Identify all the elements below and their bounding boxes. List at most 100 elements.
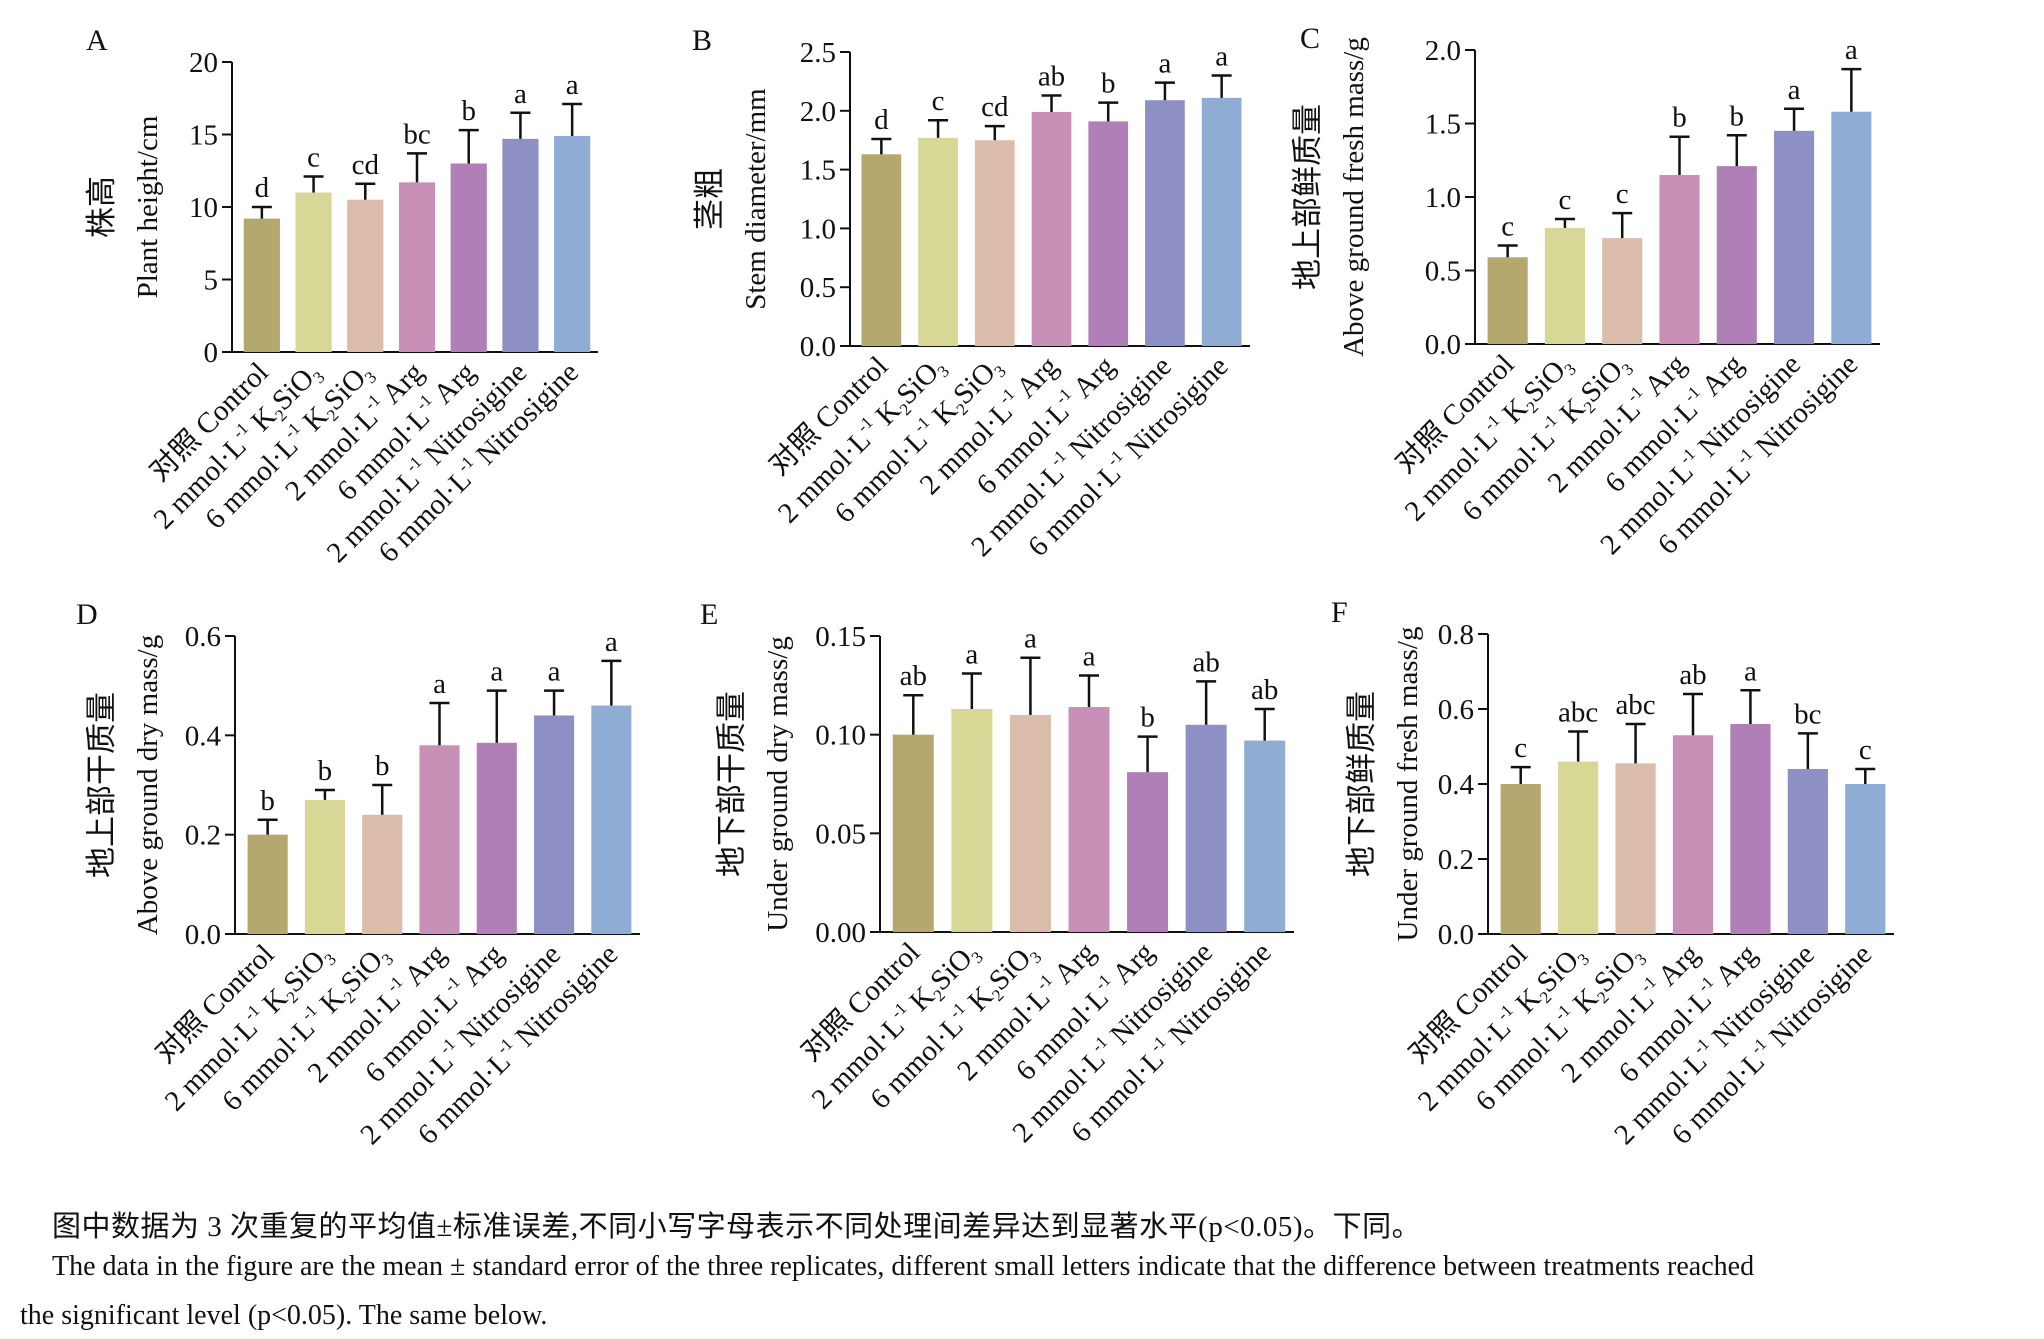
bar: [450, 163, 487, 352]
caption-english-line-1: The data in the figure are the mean ± st…: [52, 1251, 1755, 1282]
significance-letter: a: [1744, 655, 1757, 687]
panel-letter: E: [700, 598, 718, 631]
y-tick-label: 0.6: [1438, 694, 1474, 726]
caption-chinese: 图中数据为 3 次重复的平均值±标准误差,不同小写字母表示不同处理间差异达到显著…: [52, 1211, 1422, 1243]
bar: [1615, 763, 1656, 934]
y-tick-label: 0: [204, 337, 219, 369]
significance-letter: c: [1501, 211, 1514, 243]
y-tick-label: 0.10: [815, 720, 866, 752]
significance-letter: a: [1215, 41, 1228, 73]
y-tick-label: 5: [204, 265, 219, 297]
y-tick-label: 20: [189, 47, 218, 79]
significance-letter: a: [965, 638, 978, 670]
y-tick-label: 0.5: [1425, 256, 1461, 288]
panel-e: E 地下部干质量 Under ground dry mass/g 0.00 0.05 0.…: [700, 598, 1294, 1149]
y-tick-label: 0.0: [1425, 329, 1461, 361]
significance-letter: b: [260, 785, 275, 817]
bar: [1201, 97, 1242, 346]
y-tick-label: 0.4: [1438, 769, 1475, 801]
bar: [247, 834, 288, 934]
y-tick-label: 15: [189, 120, 218, 152]
y-axis-label-chinese: 地下部干质量: [714, 691, 750, 877]
bar: [1009, 714, 1051, 932]
bar: [304, 799, 345, 934]
y-tick-label: 0.2: [185, 820, 221, 852]
y-tick-label: 0.8: [1438, 619, 1474, 651]
bar: [1031, 111, 1072, 346]
bar: [419, 745, 460, 934]
bar: [1500, 784, 1541, 934]
significance-letter: a: [1024, 623, 1037, 655]
significance-letter: c: [1859, 734, 1872, 766]
significance-letter: a: [566, 69, 579, 101]
bar: [1185, 724, 1227, 932]
significance-letter: b: [318, 755, 333, 787]
bar: [1244, 740, 1286, 932]
y-tick-label: 10: [189, 192, 218, 224]
y-tick-label: 0.00: [815, 917, 866, 949]
significance-letter: b: [1101, 68, 1116, 100]
significance-letter: a: [1158, 48, 1171, 80]
bar: [295, 192, 332, 352]
significance-letter: c: [1514, 732, 1527, 764]
y-axis-label-chinese: 株高: [84, 176, 120, 238]
y-axis-label-english: Stem diameter/mm: [740, 88, 772, 310]
y-tick-label: 1.5: [800, 155, 836, 187]
significance-letter: a: [1788, 74, 1801, 106]
bar: [398, 182, 436, 352]
bar: [1774, 130, 1815, 344]
y-tick-label: 0.4: [185, 720, 222, 752]
bar: [347, 199, 384, 352]
bar: [1068, 707, 1110, 932]
significance-letter: a: [514, 78, 527, 110]
bar: [1845, 784, 1886, 934]
bar: [1544, 227, 1585, 344]
significance-letter: c: [932, 85, 945, 117]
bar: [1145, 100, 1185, 346]
significance-letter: a: [433, 668, 446, 700]
y-tick-label: 0.0: [800, 331, 836, 363]
y-axis-label-english: Under ground dry mass/g: [762, 636, 794, 932]
y-tick-label: 1.0: [800, 213, 836, 245]
y-axis-label-chinese: 地上部干质量: [84, 692, 120, 878]
y-tick-label: 1.0: [1425, 182, 1461, 214]
bar: [1730, 724, 1771, 934]
significance-letter: c: [1558, 184, 1571, 216]
bar: [476, 742, 517, 934]
panel-f: F 地下部鲜质量 Under ground fresh mass/g 0.0 0.2 0.…: [1331, 596, 1894, 1151]
bar: [1787, 769, 1828, 934]
significance-letter: cd: [981, 91, 1009, 123]
panel-letter: B: [692, 24, 712, 57]
y-axis-label-chinese: 地上部鲜质量: [1290, 104, 1326, 290]
significance-letter: a: [1845, 34, 1858, 66]
y-tick-label: 2.0: [800, 96, 836, 128]
significance-letter: abc: [1615, 689, 1655, 721]
bar: [1659, 174, 1700, 344]
bar: [1558, 761, 1599, 934]
y-axis-label-chinese: 茎粗: [692, 168, 728, 230]
y-tick-label: 1.5: [1425, 109, 1461, 141]
y-axis-label-english: Under ground fresh mass/g: [1392, 627, 1424, 942]
significance-letter: cd: [352, 149, 380, 181]
significance-letter: bc: [1794, 698, 1821, 730]
bar: [892, 734, 934, 932]
panel-letter: D: [76, 598, 98, 631]
significance-letter: a: [1083, 640, 1096, 672]
significance-letter: b: [1730, 100, 1745, 132]
bar: [502, 138, 539, 352]
y-tick-label: 0.05: [815, 818, 866, 850]
bar: [534, 715, 575, 934]
panel-letter: F: [1331, 596, 1348, 629]
significance-letter: d: [255, 172, 270, 204]
significance-letter: bc: [403, 118, 430, 150]
y-tick-label: 0.5: [800, 272, 836, 304]
caption-english-line-2: the significant level (p<0.05). The same…: [20, 1300, 548, 1331]
significance-letter: ab: [900, 660, 927, 692]
bar: [362, 814, 403, 934]
bar: [1716, 166, 1757, 344]
bar: [951, 709, 993, 932]
y-axis-label-chinese: 地下部鲜质量: [1344, 691, 1380, 877]
y-tick-label: 0.6: [185, 621, 221, 653]
